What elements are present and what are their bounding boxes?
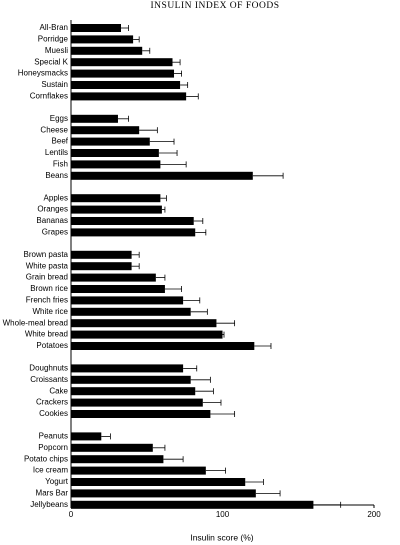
category-label: Doughnuts	[29, 364, 68, 373]
category-label: Peanuts	[39, 432, 68, 441]
category-label: Brown rice	[30, 284, 68, 293]
bar	[71, 149, 159, 157]
bar	[71, 285, 165, 293]
bar	[71, 114, 118, 123]
bar	[71, 342, 255, 350]
bar	[71, 58, 173, 67]
category-label: White pasta	[26, 261, 69, 270]
category-label: Lentils	[45, 148, 68, 157]
x-axis-label: Insulin score (%)	[190, 532, 253, 542]
bar	[71, 46, 143, 55]
category-label: All-Bran	[40, 23, 68, 32]
category-label: Oranges	[37, 205, 68, 214]
category-label: Sustain	[41, 80, 68, 89]
bar	[71, 228, 196, 237]
bar	[71, 296, 184, 305]
x-tick-label: 200	[367, 510, 381, 519]
bar	[71, 69, 175, 78]
bar	[71, 273, 156, 282]
x-tick-label: 100	[216, 510, 230, 519]
bar	[71, 35, 134, 44]
category-label: Bananas	[36, 216, 68, 225]
bar	[71, 466, 206, 475]
bar	[71, 307, 191, 316]
category-label: White rice	[32, 307, 68, 316]
x-tick-label: 0	[69, 510, 74, 519]
bar	[71, 171, 253, 180]
bar	[71, 126, 140, 135]
category-label: White bread	[25, 330, 68, 339]
category-label: Brown pasta	[24, 250, 69, 259]
category-label: Jellybeans	[30, 500, 68, 509]
bar	[71, 455, 164, 464]
bar	[71, 81, 181, 89]
category-label: Potato chips	[24, 454, 68, 463]
category-label: Cookies	[39, 409, 68, 418]
bar	[71, 92, 187, 101]
bar	[71, 24, 121, 32]
category-label: Cheese	[40, 125, 68, 134]
bar	[71, 205, 162, 214]
category-label: Beef	[52, 137, 69, 146]
bar	[71, 489, 256, 498]
bar	[71, 160, 161, 169]
category-label: Croissants	[30, 375, 68, 384]
category-label: Grapes	[42, 228, 68, 237]
category-label: Grain bread	[26, 273, 68, 282]
category-label: Yogurt	[45, 477, 69, 486]
category-label: Porridge	[38, 35, 69, 44]
category-label: Ice cream	[33, 466, 68, 475]
category-label: Cornflakes	[30, 92, 68, 101]
category-label: Crackers	[36, 398, 68, 407]
bar	[71, 443, 153, 452]
bar	[71, 137, 150, 146]
category-label: Special K	[34, 57, 68, 66]
bar	[71, 319, 217, 328]
bar	[71, 398, 203, 407]
bar	[71, 330, 223, 339]
bar	[71, 217, 194, 225]
category-label: Eggs	[50, 114, 68, 123]
bar	[71, 387, 196, 396]
category-label: Potatoes	[36, 341, 68, 350]
category-label: Beans	[45, 171, 68, 180]
category-label: Mars Bar	[36, 489, 69, 498]
bar	[71, 194, 161, 203]
chart-title: INSULIN INDEX OF FOODS	[151, 1, 280, 11]
category-label: Whole-meal bread	[3, 318, 68, 327]
bar	[71, 478, 246, 486]
category-label: Fish	[53, 160, 68, 169]
bar	[71, 432, 102, 441]
category-label: French fries	[26, 296, 68, 305]
category-label: Honeysmacks	[18, 69, 68, 78]
bar	[71, 364, 184, 373]
bar	[71, 262, 132, 271]
category-label: Muesli	[45, 46, 68, 55]
bar	[71, 410, 211, 418]
bar	[71, 375, 191, 384]
category-label: Popcorn	[38, 443, 68, 452]
bar	[71, 250, 132, 259]
category-label: Cake	[49, 386, 68, 395]
category-label: Apples	[44, 193, 68, 202]
